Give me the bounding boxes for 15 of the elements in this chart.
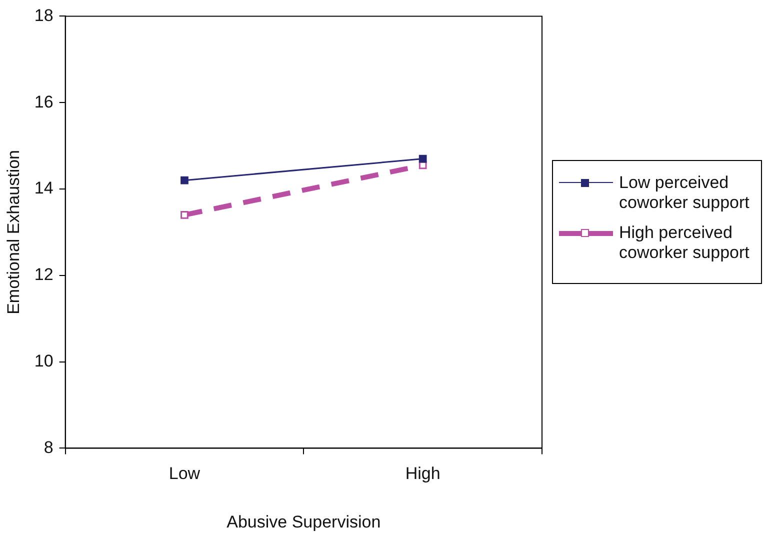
point [180, 176, 188, 184]
x-tick-label: High [405, 464, 440, 484]
legend-label: Low perceived coworker support [619, 173, 750, 213]
y-tick-label: 16 [34, 92, 54, 112]
y-tick-label: 12 [34, 265, 54, 284]
x-tick-label: Low [168, 464, 201, 484]
y-tick-label: 14 [34, 178, 54, 198]
y-tick-label: 8 [44, 438, 54, 457]
y-axis-title: Emotional Exhaustion [4, 150, 23, 314]
y-tick-label: 10 [34, 351, 54, 370]
point [180, 210, 188, 219]
x-axis-title: Abusive Supervision [226, 512, 381, 532]
point [418, 154, 427, 163]
legend-label: High perceived coworker support [619, 223, 750, 263]
y-tick-label: 18 [34, 6, 54, 25]
